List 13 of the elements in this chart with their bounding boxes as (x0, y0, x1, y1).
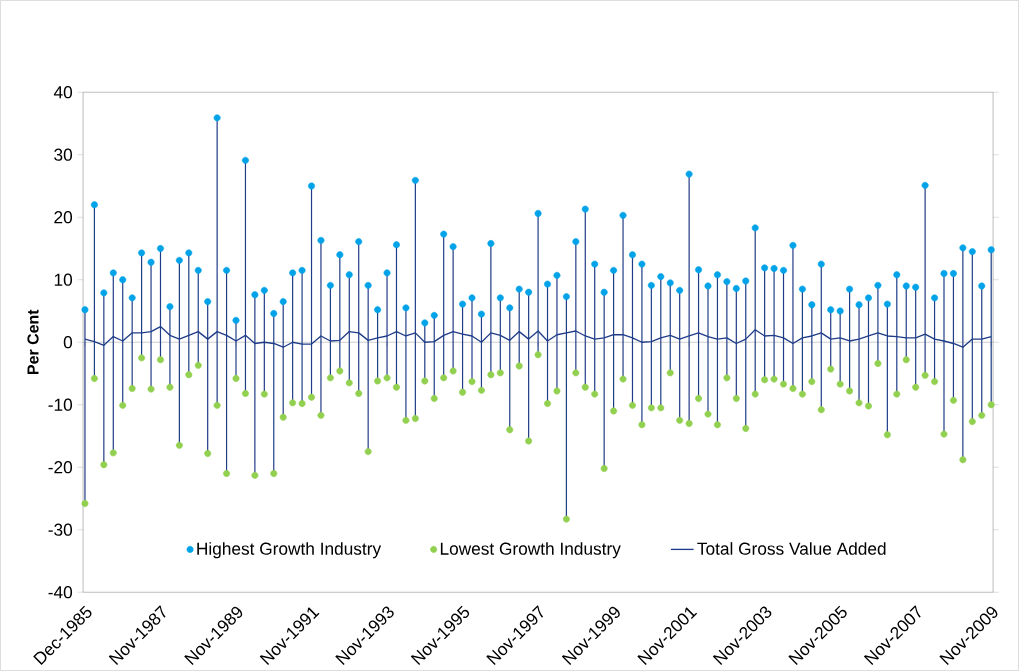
y-tick-label: 40 (53, 85, 73, 99)
legend-label: Highest Growth Industry (197, 541, 382, 559)
legend-label: Total Gross Value Added (697, 541, 886, 555)
y-axis-title: Per Cent (27, 309, 39, 374)
y-tick-label: -30 (48, 523, 73, 536)
y-tick-label: 20 (54, 210, 73, 224)
legend-label: Lowest Growth Industry (440, 541, 621, 559)
y-tick-label: 10 (54, 273, 73, 286)
y-tick-label: -10 (48, 398, 73, 411)
y-tick-label: -20 (48, 460, 73, 474)
y-tick-label: 30 (54, 148, 73, 161)
y-tick-label: -40 (48, 585, 73, 599)
y-tick-label: 0 (63, 335, 73, 349)
